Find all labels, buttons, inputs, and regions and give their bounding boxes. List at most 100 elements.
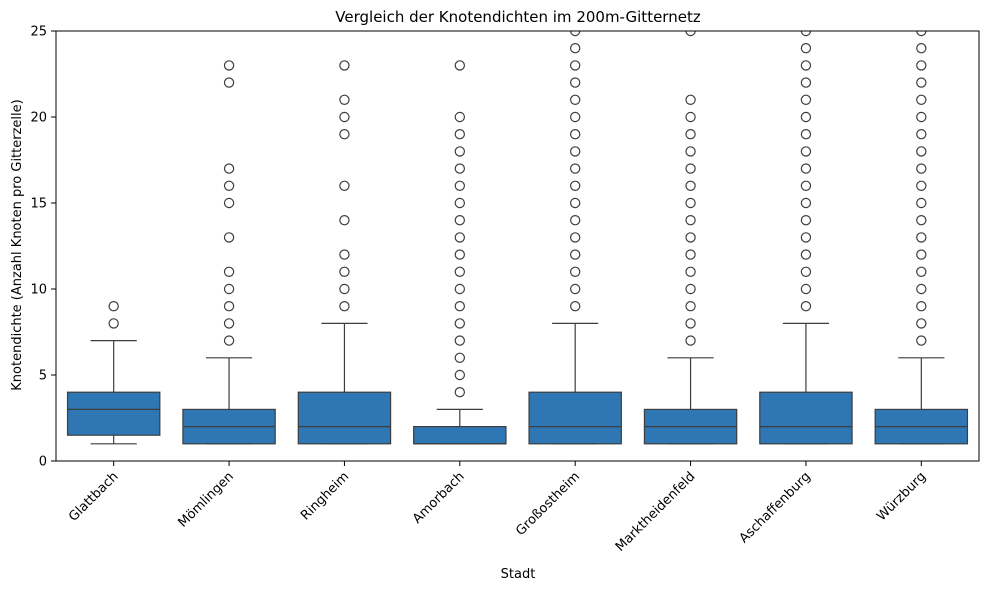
outlier-point	[569, 146, 581, 157]
outlier-point	[339, 283, 350, 295]
outlier-point	[454, 369, 466, 381]
outlier-point	[339, 60, 350, 71]
iqr-box	[413, 426, 507, 445]
x-tick-label: Mömlingen	[176, 469, 237, 530]
outlier-point	[685, 197, 696, 209]
outlier-point	[916, 128, 927, 140]
outlier-point	[569, 60, 581, 71]
outlier-point	[685, 266, 696, 277]
iqr-box	[759, 391, 853, 445]
y-tick-label: 0	[39, 455, 47, 470]
outlier-point	[800, 60, 812, 71]
outlier-point	[339, 111, 350, 123]
outlier-point	[223, 77, 235, 88]
outlier-point	[916, 146, 927, 157]
outlier-point	[569, 232, 581, 243]
outlier-point	[800, 232, 812, 243]
plot-area: 0 5 10 15 20 25 Glattbach Mömlingen Ringheim Amor…	[30, 25, 980, 555]
outlier-point	[800, 146, 812, 157]
outlier-point	[339, 94, 350, 106]
outlier-point	[685, 128, 696, 140]
outlier-point	[454, 146, 466, 157]
outlier-point	[916, 111, 927, 123]
outlier-point	[223, 318, 235, 329]
outlier-point	[800, 163, 812, 174]
outlier-point	[800, 283, 812, 295]
y-tick-label: 15	[30, 197, 47, 212]
x-tick-label: Aschaffenburg	[737, 469, 814, 546]
outlier-point	[339, 301, 350, 312]
box-group	[643, 30, 738, 445]
outlier-point	[569, 249, 581, 260]
outlier-point	[916, 43, 927, 54]
outlier-point	[916, 249, 927, 260]
x-tick-label: Marktheidenfeld	[613, 469, 699, 555]
outlier-point	[569, 163, 581, 174]
x-tick-label: Ringheim	[298, 469, 352, 523]
box-group	[759, 30, 853, 445]
x-tick-label: Großostheim	[513, 469, 583, 539]
outlier-point	[916, 232, 927, 243]
box-group	[874, 30, 969, 445]
iqr-box	[66, 391, 161, 436]
x-tick-label: Amorbach	[410, 469, 468, 527]
outlier-point	[569, 94, 581, 106]
plot-frame	[55, 30, 980, 462]
outlier-point	[685, 214, 696, 226]
box-group	[528, 30, 622, 445]
outlier-point	[569, 197, 581, 209]
outlier-point	[454, 232, 466, 243]
outlier-point	[685, 301, 696, 312]
y-axis-label: Knotendichte (Anzahl Knoten pro Gitterze…	[10, 99, 25, 390]
outlier-point	[916, 60, 927, 71]
outlier-point	[800, 77, 812, 88]
outlier-point	[569, 266, 581, 277]
outlier-point	[685, 146, 696, 157]
box-group	[182, 60, 276, 445]
outlier-point	[454, 197, 466, 209]
data-marks	[66, 30, 969, 445]
outlier-point	[685, 249, 696, 260]
outlier-point	[800, 266, 812, 277]
outlier-point	[108, 301, 119, 312]
outlier-point	[916, 197, 927, 209]
outlier-point	[916, 283, 927, 295]
x-tick-label: Glattbach	[66, 469, 121, 524]
outlier-point	[569, 214, 581, 226]
outlier-point	[454, 249, 466, 260]
outlier-point	[569, 180, 581, 191]
outlier-point	[454, 318, 466, 329]
y-tick-label: 25	[30, 25, 47, 40]
outlier-point	[916, 335, 927, 346]
outlier-point	[454, 60, 466, 71]
outlier-point	[800, 301, 812, 312]
y-tick-label: 5	[39, 369, 47, 384]
outlier-point	[800, 180, 812, 191]
outlier-point	[223, 283, 235, 295]
outlier-point	[339, 180, 350, 191]
outlier-point	[569, 301, 581, 312]
outlier-point	[916, 301, 927, 312]
outlier-point	[569, 43, 581, 54]
outlier-point	[569, 111, 581, 123]
outlier-point	[223, 180, 235, 191]
iqr-box	[297, 391, 392, 445]
outlier-point	[454, 266, 466, 277]
outlier-point	[685, 335, 696, 346]
box-group	[297, 60, 392, 445]
outlier-point	[569, 283, 581, 295]
outlier-point	[800, 197, 812, 209]
outlier-point	[454, 163, 466, 174]
outlier-point	[685, 283, 696, 295]
iqr-box	[528, 391, 622, 445]
outlier-point	[685, 232, 696, 243]
outlier-point	[569, 77, 581, 88]
box-group	[66, 301, 161, 445]
outlier-point	[454, 387, 466, 398]
outlier-point	[454, 352, 466, 363]
outlier-point	[339, 249, 350, 260]
outlier-point	[916, 94, 927, 106]
y-tick-label: 20	[30, 111, 47, 126]
